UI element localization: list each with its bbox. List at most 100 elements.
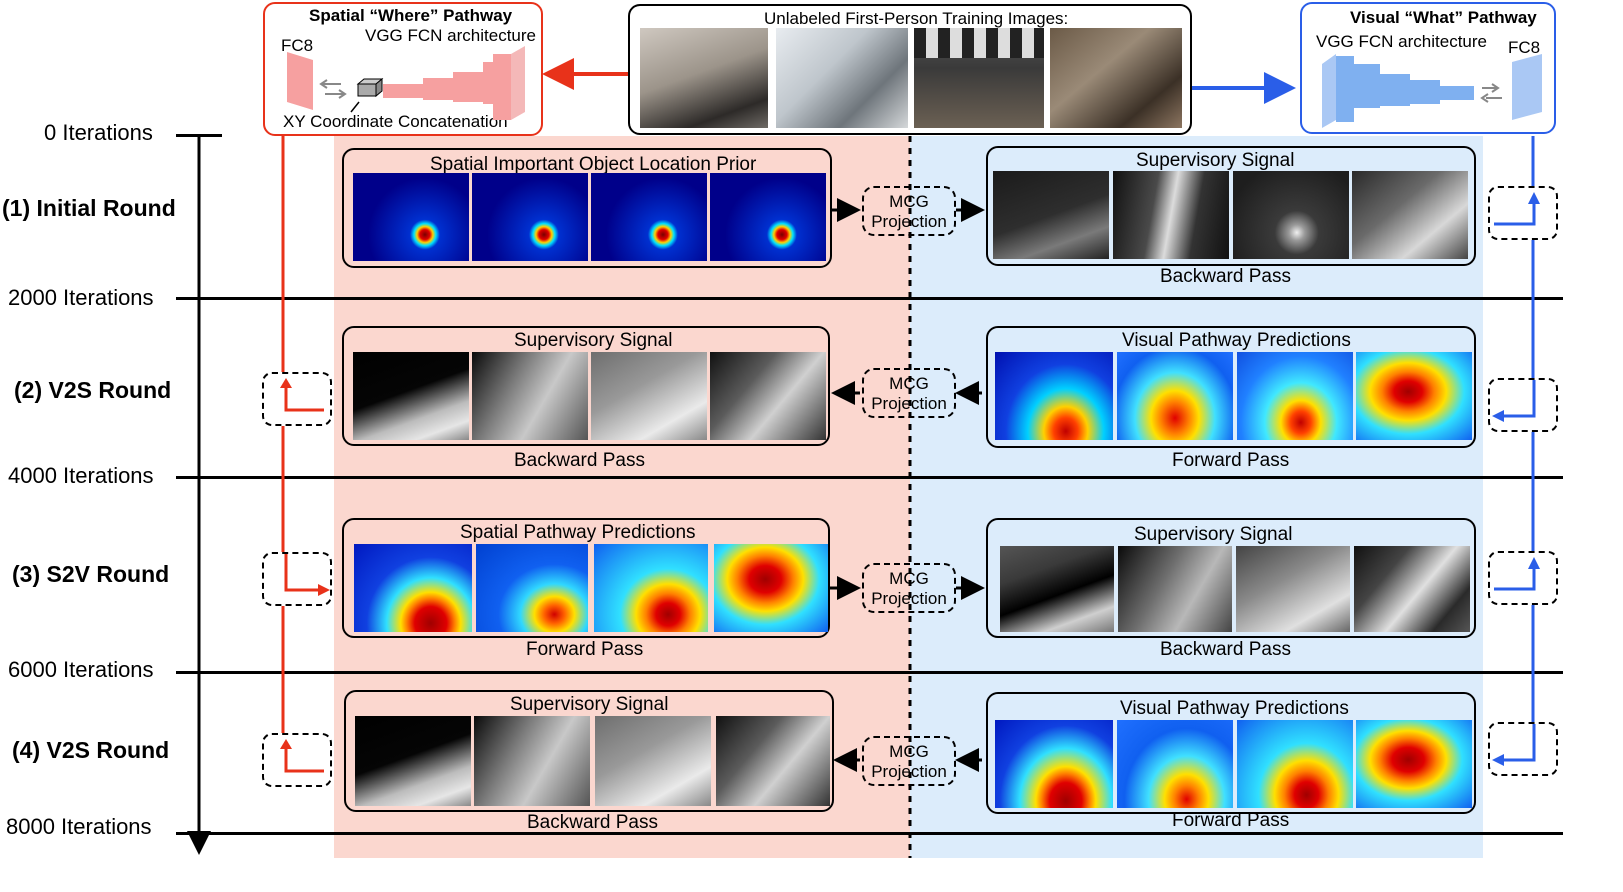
row2-left-caption: Backward Pass <box>514 450 645 471</box>
row4-mcg-line1: MCG <box>889 742 929 761</box>
prior-map-4 <box>710 173 826 261</box>
visual-fc8-label: FC8 <box>1508 38 1541 57</box>
row3-heatmap-1 <box>354 544 472 632</box>
training-images-title: Unlabeled First-Person Training Images: <box>764 9 1069 28</box>
row3-heatmap-3 <box>594 544 708 632</box>
row4-signal-1 <box>355 716 471 806</box>
row4-prediction-box: Visual Pathway Predictions <box>986 692 1476 814</box>
row4-heatmap-4 <box>1356 720 1472 808</box>
row1-supervisory-box: Supervisory Signal <box>986 146 1476 266</box>
blue-elbow-arrow-up-icon <box>1494 192 1540 226</box>
training-image-1 <box>640 28 768 128</box>
row1-left-title: Spatial Important Object Location Prior <box>430 154 757 175</box>
red-elbow-arrow-up-icon <box>280 378 324 412</box>
red-branch-box-row3 <box>262 552 332 606</box>
row4-mcg-line2: Projection <box>871 762 947 781</box>
blue-branch-box-row3 <box>1488 551 1558 605</box>
blue-elbow-arrow-left-icon <box>1492 380 1536 422</box>
round-label-1: (1) Initial Round <box>2 195 176 221</box>
row3-supervisory-box: Supervisory Signal <box>986 518 1476 638</box>
row4-signal-2 <box>474 716 590 806</box>
visual-pathway-box: Visual “What” Pathway VGG FCN architectu… <box>1300 2 1556 134</box>
row3-mcg-projection: MCG Projection <box>862 563 956 613</box>
row4-heatmap-1 <box>995 720 1113 808</box>
blue-branch-box-row1 <box>1488 186 1558 240</box>
row2-signal-2 <box>472 352 588 440</box>
row1-signal-3 <box>1233 171 1349 259</box>
row3-left-title: Spatial Pathway Predictions <box>460 522 696 543</box>
blue-branch-box-row4 <box>1488 722 1558 776</box>
iteration-line-8000 <box>176 832 1563 835</box>
row1-right-caption: Backward Pass <box>1160 266 1291 287</box>
row3-left-caption: Forward Pass <box>526 639 644 660</box>
row4-left-caption: Backward Pass <box>527 812 658 833</box>
prior-map-1 <box>353 173 469 261</box>
spatial-pathway-title: Spatial “Where” Pathway <box>309 6 513 25</box>
row1-prior-box: Spatial Important Object Location Prior <box>342 148 832 268</box>
row4-left-title: Supervisory Signal <box>510 694 669 715</box>
row1-right-title: Supervisory Signal <box>1136 150 1295 171</box>
training-image-3 <box>914 28 1044 128</box>
iteration-line-4000 <box>176 476 1563 479</box>
row3-mcg-line2: Projection <box>871 589 947 608</box>
row2-right-caption: Forward Pass <box>1172 450 1290 471</box>
training-images-box: Unlabeled First-Person Training Images: <box>628 4 1192 135</box>
round-label-3: (3) S2V Round <box>12 561 170 587</box>
row2-heatmap-1 <box>995 352 1113 440</box>
row3-right-caption: Backward Pass <box>1160 639 1291 660</box>
row4-heatmap-3 <box>1237 720 1353 808</box>
iteration-label-6000: 6000 Iterations <box>8 657 154 682</box>
spatial-arch-label: VGG FCN architecture <box>365 26 536 45</box>
row3-heatmap-4 <box>714 544 828 632</box>
spatial-fc8-label: FC8 <box>281 36 314 55</box>
row3-prediction-box: Spatial Pathway Predictions <box>342 518 830 638</box>
row3-mcg-line1: MCG <box>889 569 929 588</box>
red-elbow-arrow-up-icon <box>280 739 324 773</box>
row2-heatmap-4 <box>1356 352 1472 440</box>
round-label-4: (4) V2S Round <box>12 737 170 763</box>
row4-right-title: Visual Pathway Predictions <box>1120 698 1349 719</box>
prior-map-2 <box>472 173 588 261</box>
blue-branch-box-row2 <box>1488 378 1558 432</box>
round-label-2: (2) V2S Round <box>14 377 172 403</box>
row1-mcg-line2: Projection <box>871 212 947 231</box>
row3-heatmap-2 <box>476 544 588 632</box>
iteration-label-0: 0 Iterations <box>44 120 153 145</box>
row3-signal-2 <box>1118 546 1232 632</box>
row2-supervisory-box: Supervisory Signal <box>342 326 830 446</box>
row3-signal-4 <box>1354 546 1470 632</box>
row2-mcg-line2: Projection <box>871 394 947 413</box>
row2-heatmap-3 <box>1237 352 1353 440</box>
red-branch-box-row4 <box>262 733 332 787</box>
row2-mcg-projection: MCG Projection <box>862 368 956 418</box>
row4-supervisory-box: Supervisory Signal <box>344 690 834 812</box>
red-elbow-arrow-right-icon <box>284 554 330 596</box>
iteration-label-8000: 8000 Iterations <box>6 814 152 839</box>
spatial-pathway-box: Spatial “Where” Pathway VGG FCN architec… <box>263 2 543 136</box>
row4-heatmap-2 <box>1117 720 1233 808</box>
row4-signal-4 <box>716 716 830 806</box>
iteration-label-4000: 4000 Iterations <box>8 463 154 488</box>
training-image-4 <box>1050 28 1182 128</box>
blue-elbow-arrow-up-icon <box>1494 557 1540 591</box>
row1-signal-4 <box>1352 171 1468 259</box>
xy-concat-label: XY Coordinate Concatenation <box>283 112 508 131</box>
iteration-line-2000 <box>176 297 1563 300</box>
row3-signal-1 <box>1000 546 1114 632</box>
row2-prediction-box: Visual Pathway Predictions <box>986 326 1476 448</box>
iteration-label-2000: 2000 Iterations <box>8 285 154 310</box>
training-image-2 <box>776 28 908 128</box>
row1-signal-1 <box>993 171 1109 259</box>
row2-heatmap-2 <box>1117 352 1233 440</box>
iteration-line-0 <box>176 134 222 137</box>
blue-elbow-arrow-left-icon <box>1492 724 1536 766</box>
prior-map-3 <box>591 173 707 261</box>
visual-pathway-title: Visual “What” Pathway <box>1350 8 1537 27</box>
row2-right-title: Visual Pathway Predictions <box>1122 330 1351 351</box>
row2-mcg-line1: MCG <box>889 374 929 393</box>
row3-signal-3 <box>1236 546 1350 632</box>
row4-mcg-projection: MCG Projection <box>862 736 956 786</box>
row1-mcg-line1: MCG <box>889 192 929 211</box>
visual-network-icon <box>1322 54 1542 128</box>
row3-right-title: Supervisory Signal <box>1134 524 1293 545</box>
